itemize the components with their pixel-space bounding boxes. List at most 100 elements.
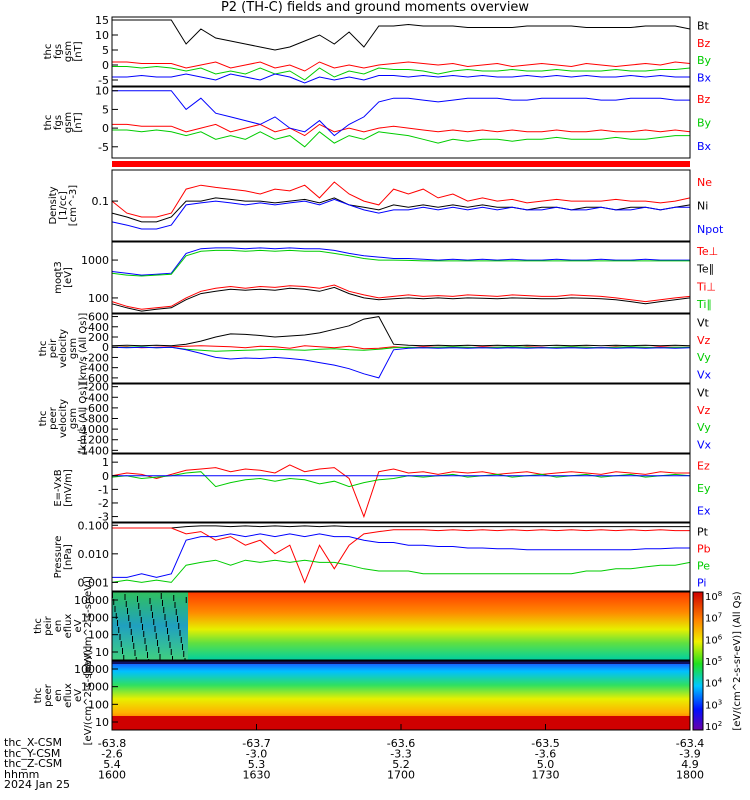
y-tick-label: -5 bbox=[98, 74, 109, 87]
y-axis-label: fgs bbox=[53, 44, 64, 59]
ion-spectrogram-noise bbox=[145, 645, 147, 651]
x-tick-label: -3.9 bbox=[679, 748, 700, 761]
ion-spectrogram-noise bbox=[179, 630, 181, 636]
colorbar-tick-label: 103 bbox=[705, 698, 722, 711]
ion-spectrogram-noise bbox=[142, 624, 143, 630]
legend-Vx: Vx bbox=[697, 438, 712, 451]
ion-spectrogram-noise bbox=[119, 634, 121, 640]
x-tick-label: -2.6 bbox=[101, 748, 122, 761]
y-tick-label: 0.001 bbox=[78, 576, 110, 589]
ion-spectrogram-noise bbox=[153, 619, 155, 625]
y-axis-label: [mV/m] bbox=[63, 469, 74, 507]
panel-2: 10 5 0 -5 thc fgs gsm [nT] Bz By Bx bbox=[43, 85, 712, 159]
ion-spectrogram-noise bbox=[113, 599, 115, 605]
ion-spectrogram-noise bbox=[170, 649, 172, 655]
panel-frame bbox=[111, 313, 691, 384]
legend-Vy: Vy bbox=[697, 421, 711, 434]
y-tick-label: 0.1 bbox=[92, 195, 110, 208]
y-axis-label: gsm bbox=[68, 408, 79, 429]
y-axis-label: en bbox=[53, 689, 64, 702]
series-line-Pt bbox=[112, 525, 690, 529]
x-tick-label: 1730 bbox=[532, 769, 560, 782]
panel-frame bbox=[111, 16, 691, 87]
y-tick-label: 1000 bbox=[81, 681, 109, 694]
ion-spectrogram-noise bbox=[124, 594, 126, 600]
y-axis-label: [nT] bbox=[73, 112, 84, 132]
y-tick-label: 400 bbox=[88, 321, 109, 334]
legend-Te⊥: Te⊥ bbox=[696, 245, 718, 258]
series-line-Bz bbox=[112, 61, 691, 72]
ion-spectrogram-noise bbox=[157, 640, 158, 646]
panel-1: 15 10 5 0 -5 thc fgs gsm [nT] Bt Bz By Bx bbox=[43, 14, 712, 87]
y-axis-label: gsm bbox=[68, 338, 79, 359]
y-tick-label: 100 bbox=[88, 629, 109, 642]
y-axis-label: Pressure bbox=[53, 536, 64, 579]
y-axis-label: thc bbox=[43, 44, 54, 60]
y-axis-label: [eV] bbox=[63, 267, 74, 288]
ion-spectrogram-noise bbox=[129, 622, 131, 628]
y-tick-label: 100 bbox=[88, 292, 109, 305]
y-axis-label: fgs bbox=[53, 115, 64, 130]
series-line-Npot bbox=[111, 198, 690, 230]
y-tick-label: 100 bbox=[88, 698, 109, 711]
y-tick-label: -200 bbox=[84, 351, 109, 364]
y-axis-label: gsm bbox=[63, 112, 74, 133]
series-line-Bz bbox=[112, 123, 691, 137]
y-tick-label: 600 bbox=[88, 311, 109, 324]
chart-title: P2 (TH-C) fields and ground moments over… bbox=[220, 0, 530, 15]
legend-Ne: Ne bbox=[697, 176, 712, 189]
y-axis-label: velocity bbox=[58, 329, 69, 368]
y-axis-label: en bbox=[53, 620, 64, 633]
y-tick-label: 10000 bbox=[74, 663, 109, 676]
y-tick-label: 1000 bbox=[81, 611, 109, 624]
y-tick-label: 0.100 bbox=[78, 519, 110, 532]
legend-Pb: Pb bbox=[697, 543, 711, 556]
ion-spectrogram-noise bbox=[150, 605, 152, 611]
x-tick-label: -63.7 bbox=[242, 737, 270, 750]
ion-spectrogram-noise bbox=[144, 638, 146, 644]
series-line-Ne bbox=[111, 181, 691, 218]
x-tick-label: -63.8 bbox=[98, 737, 126, 750]
ion-spectrogram-noise bbox=[185, 597, 187, 603]
y-tick-label: -1400 bbox=[77, 444, 109, 457]
ion-spectrogram-noise bbox=[173, 595, 175, 601]
legend-Te∥: Te∥ bbox=[696, 263, 714, 276]
y-tick-label: 1000 bbox=[81, 254, 109, 267]
y-tick-label: -600 bbox=[84, 372, 109, 385]
y-tick-label: 1 bbox=[102, 456, 109, 469]
legend-By: By bbox=[697, 54, 712, 67]
x-tick-label: 1800 bbox=[676, 769, 704, 782]
y-tick-label: 10 bbox=[95, 29, 109, 42]
y-tick-label: 0 bbox=[102, 470, 109, 483]
y-axis-label: thc bbox=[38, 341, 49, 357]
y-axis-label: [nPa] bbox=[63, 544, 74, 570]
y-axis-label: [nT] bbox=[73, 41, 84, 61]
x-axis-row-labels: thc_X-CSM thc_Y-CSM thc_Z-CSM hhmm 2024 … bbox=[4, 737, 70, 791]
legend-Bx: Bx bbox=[697, 140, 712, 153]
ion-spectrogram-noise bbox=[138, 603, 140, 609]
ion-spectrogram-noise bbox=[163, 607, 165, 613]
y-axis-label: velocity bbox=[58, 399, 69, 438]
legend-Ex: Ex bbox=[697, 505, 711, 518]
y-tick-label: 0 bbox=[102, 341, 109, 354]
legend-Bz: Bz bbox=[697, 37, 711, 50]
series-line-Pb bbox=[112, 527, 690, 584]
y-tick-label: 0.010 bbox=[78, 548, 110, 561]
ion-spectrogram-noise bbox=[115, 613, 117, 619]
legend-Pi: Pi bbox=[697, 577, 706, 590]
legend-Vy: Vy bbox=[697, 351, 711, 364]
legend-Vz: Vz bbox=[697, 404, 711, 417]
ion-spectrogram-noise bbox=[132, 636, 133, 642]
colorbar bbox=[692, 591, 704, 731]
ion-spectrogram-noise bbox=[120, 641, 122, 647]
y-tick-label: 10 bbox=[95, 646, 109, 659]
y-tick-label: -1 bbox=[98, 483, 109, 496]
colorbar-tick-label: 107 bbox=[705, 612, 722, 625]
ion-spectrogram-noise bbox=[122, 648, 123, 654]
legend-Vx: Vx bbox=[697, 368, 712, 381]
x-row-label-date: 2024 Jan 25 bbox=[4, 778, 70, 791]
panel-frame bbox=[111, 86, 691, 159]
x-row-label-y: thc_Y-CSM bbox=[4, 746, 61, 760]
legend-Pt: Pt bbox=[697, 526, 709, 539]
